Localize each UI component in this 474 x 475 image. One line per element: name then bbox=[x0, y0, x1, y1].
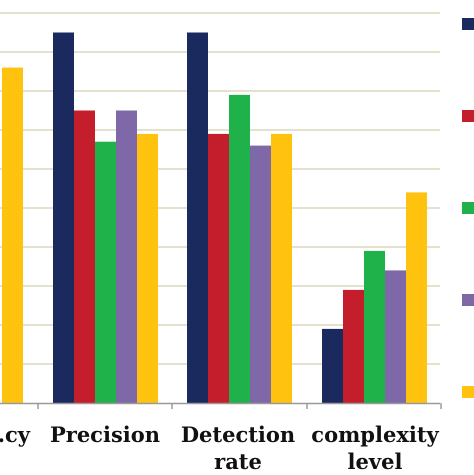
legend-marker-series-3 bbox=[462, 202, 474, 214]
legend bbox=[462, 18, 474, 398]
bar-series-4-cat-3 bbox=[250, 145, 271, 403]
bar-series-3-cat-2 bbox=[95, 141, 116, 403]
bar-series-2-cat-3 bbox=[208, 133, 229, 403]
legend-marker-series-4 bbox=[462, 294, 474, 306]
bar-series-4-cat-2 bbox=[116, 110, 137, 403]
bar-series-5-cat-4 bbox=[406, 192, 427, 403]
bar-series-2-cat-4 bbox=[343, 289, 364, 403]
x-tick-label-complexity-level: complexity level bbox=[311, 422, 439, 474]
legend-marker-series-5 bbox=[462, 386, 474, 398]
x-tick-label-detection-rate: Detection rate bbox=[180, 422, 296, 474]
bar-series-3-cat-3 bbox=[229, 94, 250, 404]
x-tick-label-accuracy: ...cy bbox=[0, 422, 30, 447]
bar-series-3-cat-4 bbox=[364, 250, 385, 403]
x-tick-label-precision: Precision bbox=[49, 422, 161, 447]
bar-series-5-cat-3 bbox=[271, 133, 292, 403]
bar-series-1-cat-2 bbox=[53, 32, 74, 403]
bar-series-1-cat-3 bbox=[187, 32, 208, 403]
legend-marker-series-2 bbox=[462, 110, 474, 122]
x-axis bbox=[0, 402, 442, 409]
bar-series-1-cat-4 bbox=[322, 328, 343, 403]
legend-marker-series-1 bbox=[462, 18, 474, 30]
bar-series-5-cat-1 bbox=[2, 67, 23, 403]
bar-series-2-cat-2 bbox=[74, 110, 95, 403]
bar-series-4-cat-4 bbox=[385, 270, 406, 403]
bars bbox=[2, 32, 427, 404]
bar-series-5-cat-2 bbox=[137, 133, 158, 403]
